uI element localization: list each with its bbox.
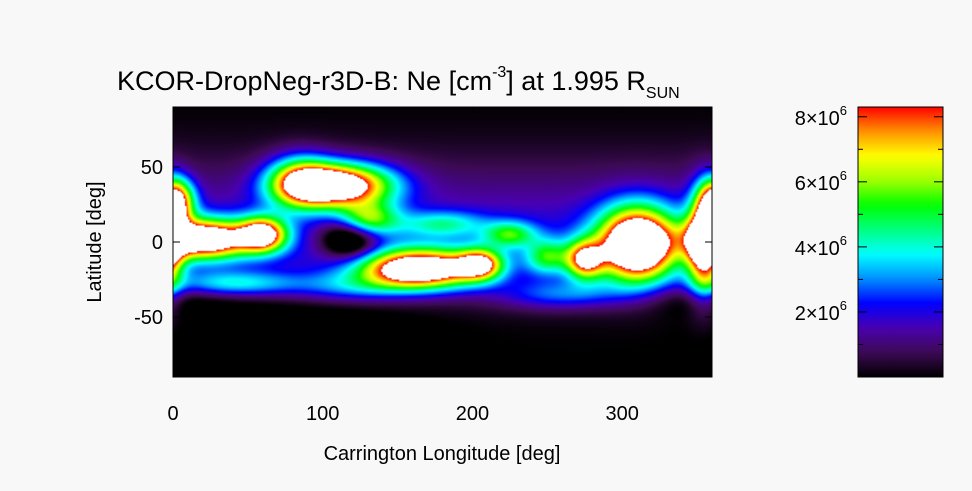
plot-ticks — [172, 107, 712, 377]
colorbar-tick-label: 8×106 — [795, 103, 847, 130]
colorbar-tick-times: ×10 — [806, 303, 840, 325]
colorbar-tick-exp: 6 — [840, 168, 847, 183]
colorbar-tick-label: 4×106 — [795, 233, 847, 260]
colorbar-tick-times: ×10 — [806, 173, 840, 195]
y-tick-label: 0 — [152, 232, 163, 254]
x-tick-labels: 0 100 200 300 — [167, 403, 638, 425]
density-map — [173, 107, 712, 377]
y-tick-label: 50 — [141, 157, 163, 179]
title-main: KCOR-DropNeg-r3D-B: Ne [cm — [117, 66, 492, 96]
colorbar-tick-exp: 6 — [840, 233, 847, 248]
colorbar-tick-times: ×10 — [806, 238, 840, 260]
y-tick-labels: 50 0 -50 — [134, 157, 163, 329]
y-axis-label: Latitude [deg] — [84, 181, 106, 302]
colorbar-tick-coef: 8 — [795, 108, 806, 130]
x-axis-label: Carrington Longitude [deg] — [324, 443, 561, 465]
colorbar-tick-exp: 6 — [840, 103, 847, 118]
colorbar-tick-times: ×10 — [806, 108, 840, 130]
x-tick-label: 200 — [456, 403, 489, 425]
y-tick-label: -50 — [134, 307, 163, 329]
colorbar-gradient — [858, 107, 943, 377]
colorbar-tick-label: 6×106 — [795, 168, 847, 195]
colorbar-ticks — [858, 116, 943, 345]
colorbar-tick-coef: 6 — [795, 173, 806, 195]
title-superscript: -3 — [492, 64, 506, 81]
x-tick-label: 100 — [306, 403, 339, 425]
title-subscript: SUN — [646, 85, 680, 102]
colorbar-frame — [857, 106, 944, 378]
colorbar-tick-exp: 6 — [840, 298, 847, 313]
x-tick-label: 300 — [605, 403, 638, 425]
colorbar-tick-label: 2×106 — [795, 298, 847, 325]
title-middle: ] at 1.995 R — [506, 66, 646, 96]
colorbar-tick-coef: 4 — [795, 238, 806, 260]
colorbar-tick-coef: 2 — [795, 303, 806, 325]
heatmap-area — [172, 106, 713, 378]
chart-title: KCOR-DropNeg-r3D-B: Ne [cm-3] at 1.995 R… — [117, 64, 680, 102]
x-tick-label: 0 — [167, 403, 178, 425]
